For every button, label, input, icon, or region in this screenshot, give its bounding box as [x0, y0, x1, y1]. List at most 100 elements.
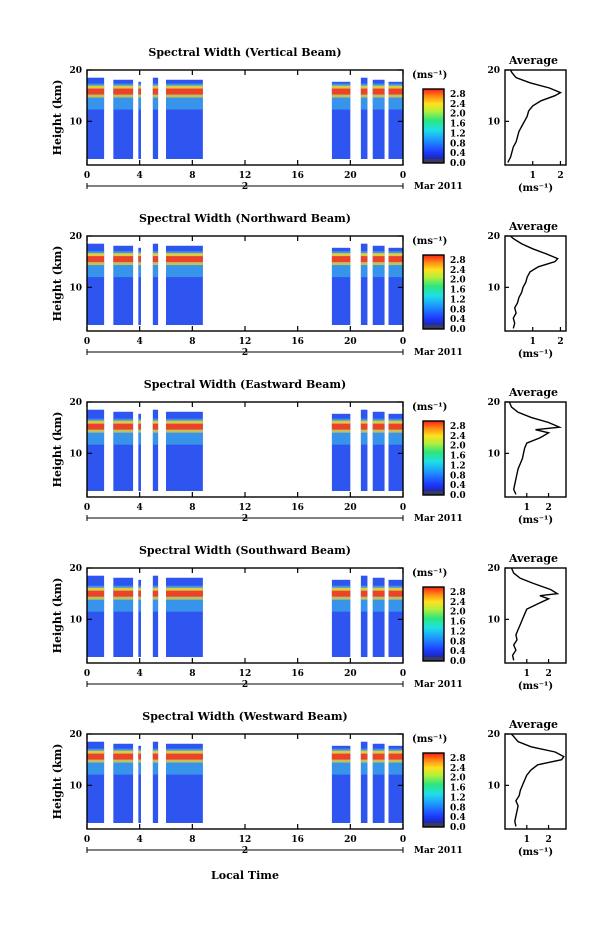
average-xlabel: (ms⁻¹) — [518, 681, 553, 692]
average-y-tick-label: 20 — [487, 66, 500, 76]
colorbar-tick-label: 2.8 — [450, 588, 466, 598]
average-y-tick-label: 20 — [487, 730, 500, 740]
date-label: Mar 2011 — [414, 514, 463, 524]
average-x-tick-label: 1 — [524, 835, 530, 845]
average-x-tick-label: 2 — [557, 337, 563, 347]
colorbar — [423, 255, 444, 329]
data-segment-peak-edge — [138, 94, 141, 98]
data-segment — [372, 411, 385, 491]
data-segment-peak-edge — [360, 253, 368, 257]
data-segment-peak-edge — [152, 420, 159, 424]
data-segment-peak-edge — [113, 420, 134, 424]
data-segment-peak-edge — [87, 759, 105, 763]
data-segment-peak-edge — [331, 429, 351, 433]
colorbar-unit: (ms⁻¹) — [412, 734, 447, 745]
date-label: Mar 2011 — [414, 680, 463, 690]
data-segment-peak — [372, 423, 385, 430]
data-segment — [152, 243, 159, 325]
data-segment-peak-edge — [388, 253, 403, 257]
panel-title: Spectral Width (Vertical Beam) — [148, 46, 341, 59]
x-tick-label: 0 — [84, 503, 90, 513]
average-y-tick-label: 20 — [487, 564, 500, 574]
colorbar-tick-label: 1.6 — [450, 618, 466, 628]
colorbar-tick-label: 2.0 — [450, 276, 466, 286]
panel-1: Spectral Width (Vertical Beam) Height (km… — [51, 46, 567, 194]
data-segment — [138, 81, 141, 159]
data-segment-peak-edge — [138, 85, 141, 89]
data-segment-peak — [152, 423, 159, 430]
data-segment-peak-edge — [372, 759, 385, 763]
y-tick-label: 20 — [69, 730, 82, 740]
average-profile-line — [510, 235, 559, 329]
data-segment-peak-edge — [138, 759, 141, 763]
colorbar-tick-label: 1.6 — [450, 452, 466, 462]
y-axis-label: Height (km) — [51, 744, 64, 820]
data-segment-peak — [138, 753, 141, 760]
x-tick-label: 4 — [137, 337, 143, 347]
y-tick-label: 10 — [69, 615, 82, 625]
colorbar-tick-label: 1.6 — [450, 784, 466, 794]
data-segment-peak-edge — [388, 759, 403, 763]
colorbar-tick-label: 2.4 — [450, 100, 466, 110]
colorbar-tick-label: 2.4 — [450, 764, 466, 774]
y-axis-label: Height (km) — [51, 80, 64, 156]
colorbar-tick-label: 0.4 — [450, 813, 466, 823]
date-marker: 2 — [242, 348, 248, 358]
average-y-tick-label: 10 — [487, 117, 500, 127]
panel-4: Spectral Width (Southward Beam) Height (k… — [51, 544, 567, 692]
average-y-tick-label: 10 — [487, 615, 500, 625]
data-segment-peak-edge — [87, 587, 105, 591]
average-title: Average — [508, 718, 558, 731]
data-segment-peak-edge — [372, 262, 385, 266]
data-segment-peak-edge — [388, 94, 403, 98]
x-tick-label: 12 — [239, 337, 252, 347]
y-tick-label: 10 — [69, 781, 82, 791]
data-segment-peak — [138, 590, 141, 597]
colorbar-tick-label: 0.8 — [450, 305, 466, 315]
data-segment-peak-edge — [166, 429, 203, 433]
plot-frame — [86, 401, 404, 498]
date-marker: 2 — [242, 846, 248, 856]
footer-xlabel: Local Time — [211, 869, 279, 882]
data-segment-peak-edge — [331, 750, 351, 754]
data-segment-peak-edge — [166, 750, 203, 754]
data-segment-peak — [388, 753, 403, 760]
y-tick-label: 10 — [69, 117, 82, 127]
y-tick-label: 10 — [69, 283, 82, 293]
colorbar-tick-label: 2.8 — [450, 256, 466, 266]
average-x-tick-label: 2 — [545, 503, 551, 513]
data-segment — [138, 413, 141, 491]
data-segment-peak — [331, 256, 351, 263]
data-segment — [138, 579, 141, 657]
data-segment-peak — [331, 423, 351, 430]
x-tick-label: 20 — [344, 503, 357, 513]
data-segment-peak — [152, 590, 159, 597]
data-segment-peak-edge — [87, 596, 105, 600]
data-segment-peak-edge — [138, 420, 141, 424]
colorbar-floor — [423, 491, 444, 495]
colorbar-tick-label: 0.0 — [450, 159, 466, 169]
average-y-tick-label: 10 — [487, 449, 500, 459]
data-segment-peak-edge — [138, 596, 141, 600]
heatmap-data — [87, 741, 403, 823]
panel-2: Spectral Width (Northward Beam) Height (k… — [51, 212, 567, 360]
heatmap-data — [87, 243, 403, 325]
data-segment-peak-edge — [331, 759, 351, 763]
x-tick-label: 12 — [239, 503, 252, 513]
x-tick-label: 12 — [239, 171, 252, 181]
colorbar-tick-label: 0.8 — [450, 471, 466, 481]
x-tick-label: 0 — [84, 171, 90, 181]
colorbar-tick-label: 2.8 — [450, 90, 466, 100]
data-segment-peak-edge — [360, 429, 368, 433]
x-tick-label: 4 — [137, 503, 143, 513]
data-segment — [360, 409, 368, 491]
colorbar-tick-label: 2.0 — [450, 442, 466, 452]
data-segment-peak-edge — [388, 750, 403, 754]
colorbar-tick-label: 2.4 — [450, 266, 466, 276]
date-marker: 2 — [242, 514, 248, 524]
data-segment-peak-edge — [360, 759, 368, 763]
colorbar-frame — [422, 420, 445, 496]
x-tick-label: 16 — [291, 669, 304, 679]
average-x-tick-label: 1 — [530, 171, 536, 181]
